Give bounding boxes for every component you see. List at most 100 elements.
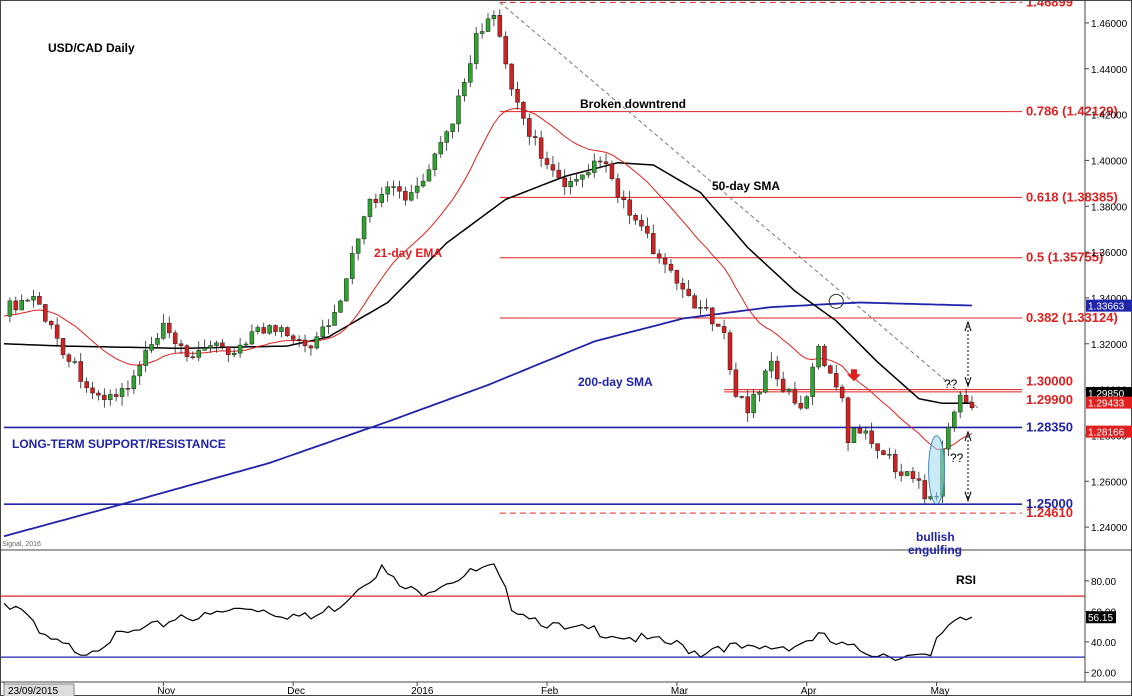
candle-body (898, 471, 904, 476)
price-tick-label: 1.44000 (1091, 65, 1128, 76)
price-tag (1086, 387, 1132, 400)
annotation-signal: Signal, 2016 (2, 541, 41, 548)
candle-body (172, 332, 178, 345)
candle-body (615, 178, 621, 198)
level-label: 1.46899 (1026, 0, 1073, 9)
candle-body (515, 88, 520, 103)
candle-body (733, 369, 739, 397)
candle-body (367, 198, 373, 217)
candle-body (544, 158, 550, 165)
candle-body (332, 311, 337, 326)
candle-body (344, 278, 349, 302)
price-tick-label: 1.46000 (1091, 19, 1128, 30)
time-tick-label: May (931, 686, 950, 696)
candle-body (249, 331, 255, 345)
price-tag (1086, 299, 1132, 312)
candle-body (798, 402, 804, 409)
candle-body (757, 391, 762, 395)
candle-body (90, 387, 95, 394)
price-tag-label: 1.33663 (1088, 302, 1125, 313)
annotation-50-day-sma: 50-day SMA (712, 179, 780, 193)
rsi-tick-label: 80.00 (1091, 577, 1116, 588)
candle-body (167, 322, 172, 334)
price-tick-label: 1.26000 (1091, 477, 1128, 488)
price-tick-label: 1.40000 (1091, 156, 1128, 167)
candle-body (43, 304, 48, 322)
candle-body (532, 136, 538, 138)
candle-body (769, 360, 774, 372)
date-readout-box (3, 683, 75, 696)
candle-body (267, 325, 272, 334)
candle-body (662, 257, 668, 265)
candle-body (904, 471, 910, 476)
candle-body (491, 15, 497, 20)
candle-body (833, 372, 839, 388)
candle-body (692, 295, 697, 309)
candle-body (196, 349, 202, 358)
candle-body (308, 345, 314, 349)
candle-body (125, 388, 131, 390)
time-tick-label: 2016 (411, 686, 434, 696)
downside-arrowheads-icon (964, 430, 972, 503)
candle-body (946, 427, 951, 450)
candle-body (107, 394, 113, 400)
candle-body (379, 193, 385, 203)
candle-body (509, 63, 514, 90)
time-tick-label: Feb (541, 686, 559, 696)
annotation-question-lower: ?? (950, 451, 964, 465)
candle-body (668, 263, 674, 271)
sma200-line (3, 301, 973, 538)
candle-body (839, 386, 845, 399)
candle-body (710, 307, 715, 325)
candle-body (863, 430, 869, 434)
candle-body (751, 393, 756, 414)
candle-body (279, 327, 284, 332)
candle-body (385, 186, 390, 195)
candle-body (727, 332, 733, 371)
candle-body (48, 321, 54, 326)
candle-body (131, 375, 137, 390)
candle-body (208, 345, 213, 349)
price-tag-label: 1.29850 (1088, 389, 1125, 400)
candle-body (875, 443, 880, 451)
candle-body (420, 180, 426, 187)
candle-body (952, 411, 957, 428)
candle-body (957, 394, 963, 413)
level-label: 1.29900 (1026, 392, 1073, 407)
candle-body (910, 471, 916, 479)
candle-body (391, 186, 396, 188)
candle-body (349, 253, 355, 279)
rsi-tick-label: 40.00 (1091, 638, 1116, 649)
red-arrow-icon (846, 369, 861, 382)
candle-body (698, 307, 703, 309)
candle-body (479, 31, 485, 34)
annotation-long-term-support: LONG-TERM SUPPORT/RESISTANCE (12, 437, 226, 451)
candle-body (568, 181, 573, 188)
candle-body (745, 396, 750, 414)
candle-body (597, 160, 603, 163)
price-tick-label: 1.38000 (1091, 202, 1128, 213)
rsi-title: RSI (956, 573, 976, 587)
candle-body (485, 18, 491, 32)
candle-body (963, 394, 969, 403)
candle-body (19, 300, 24, 311)
candle-body (409, 192, 414, 201)
candle-body (497, 15, 503, 37)
rsi-value-tag (1086, 611, 1116, 624)
candle-body (704, 307, 709, 309)
annotation-200-day-sma: 200-day SMA (578, 375, 653, 389)
rsi-line (3, 563, 973, 662)
candle-body (810, 366, 815, 398)
candle-body (13, 300, 19, 311)
annotation-engulfing: engulfing (908, 543, 962, 557)
candle-body (220, 342, 225, 347)
candle-body (869, 430, 874, 444)
time-tick-label: Nov (157, 686, 175, 696)
price-tick-label: 1.36000 (1091, 248, 1128, 259)
time-tick-label: Mar (671, 686, 689, 696)
candle-body (25, 299, 30, 302)
candle-body (338, 300, 343, 313)
candle-body (403, 190, 408, 201)
candle-body (184, 345, 190, 357)
